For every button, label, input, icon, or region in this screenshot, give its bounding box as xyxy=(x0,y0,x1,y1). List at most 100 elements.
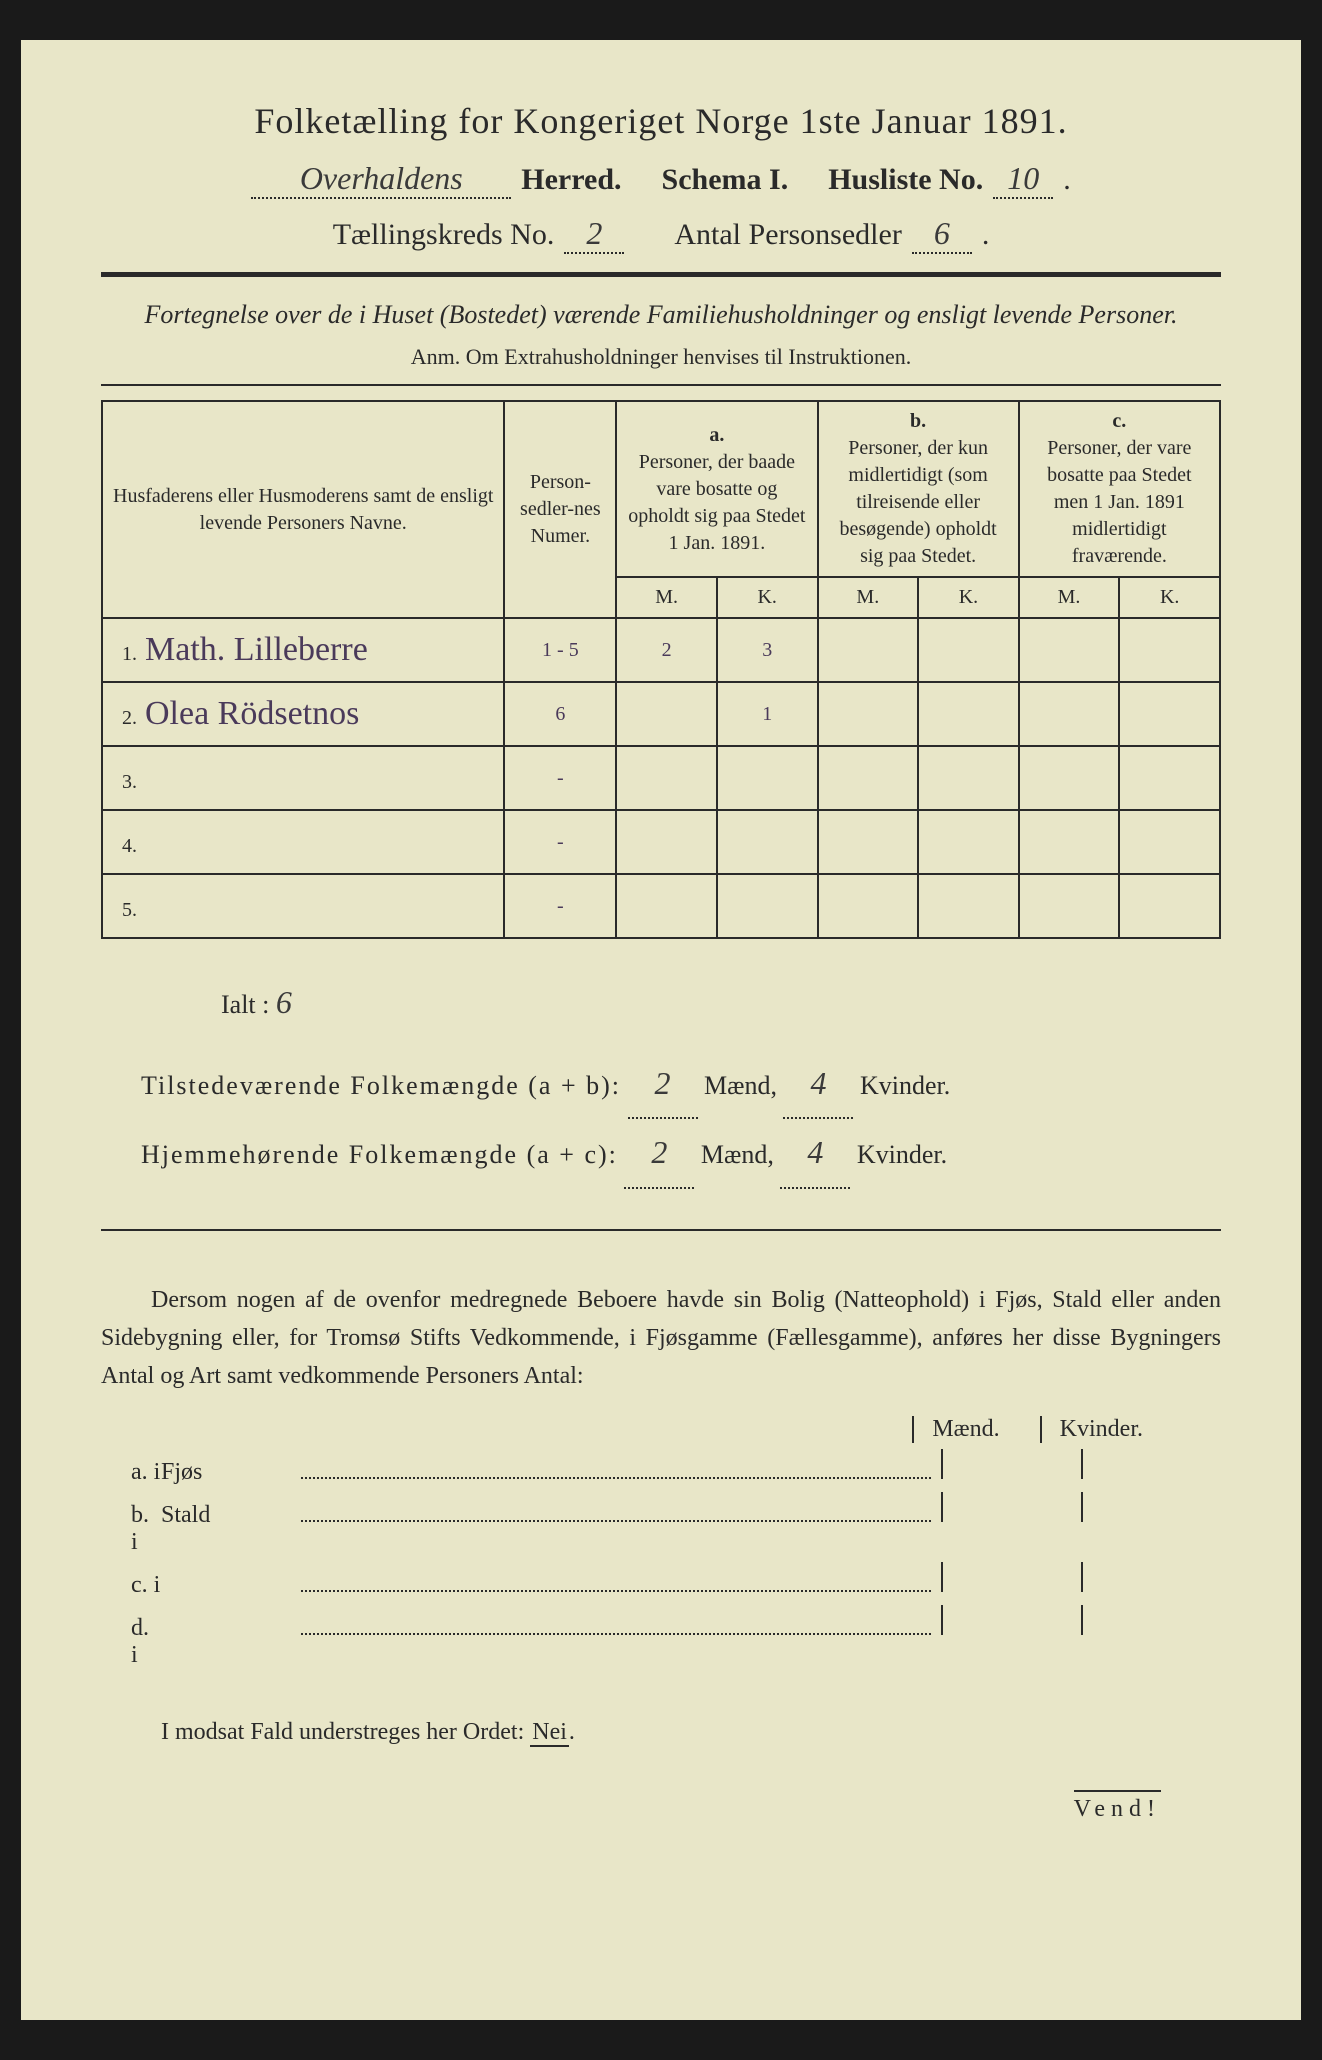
period: . xyxy=(982,218,990,252)
col-header-number: Person-sedler-nes Numer. xyxy=(504,401,616,618)
cell-c-k xyxy=(1119,874,1220,938)
building-mk-header: Mænd. Kvinder. xyxy=(101,1416,1221,1443)
women-label: Kvinder. xyxy=(857,1140,947,1169)
herred-value: Overhaldens xyxy=(251,160,511,199)
building-row: a. iFjøs xyxy=(101,1449,1221,1486)
household-table: Husfaderens eller Husmoderens samt de en… xyxy=(101,400,1221,939)
table-row: 5.- xyxy=(102,874,1220,938)
cell-c-m xyxy=(1019,618,1120,682)
personsedler-num: - xyxy=(504,746,616,810)
cell-c-k xyxy=(1119,810,1220,874)
col-c-m: M. xyxy=(1019,577,1120,618)
col-b-desc: Personer, der kun midlertidigt (som tilr… xyxy=(827,435,1010,570)
col-header-a: a. Personer, der baade vare bosatte og o… xyxy=(616,401,817,577)
bld-cells xyxy=(941,1562,1221,1592)
row-name-cell: 1. Math. Lilleberre xyxy=(102,618,504,682)
table-row: 3. - xyxy=(102,746,1220,810)
cell-a-k: 3 xyxy=(717,618,818,682)
totals-block: Ialt : 6 Tilstedeværende Folkemængde (a … xyxy=(101,969,1221,1189)
form-note: Anm. Om Extrahusholdninger henvises til … xyxy=(101,344,1221,370)
row-number: 4. xyxy=(115,835,137,858)
row-number: 2. xyxy=(115,707,137,730)
personsedler-num: - xyxy=(504,874,616,938)
cell-b-m xyxy=(818,810,919,874)
col-b-m: M. xyxy=(818,577,919,618)
col-b-label: b. xyxy=(827,408,1010,435)
cell-a-m xyxy=(616,746,717,810)
cell-b-k xyxy=(918,746,1019,810)
schema-label: Schema I. xyxy=(662,163,789,197)
cell-c-k xyxy=(1119,746,1220,810)
cell-a-m xyxy=(616,682,717,746)
vend-label: Vend! xyxy=(1074,1790,1161,1822)
building-paragraph: Dersom nogen af de ovenfor medregnede Be… xyxy=(101,1281,1221,1396)
building-row: c. i xyxy=(101,1562,1221,1599)
col-c-label: c. xyxy=(1028,408,1211,435)
divider xyxy=(101,384,1221,386)
row-number: 1. xyxy=(115,643,137,666)
kreds-value: 2 xyxy=(564,215,624,254)
cell-c-m xyxy=(1019,810,1120,874)
bld-cells xyxy=(941,1492,1221,1522)
resident-women: 4 xyxy=(780,1119,850,1188)
table-row: 1.Math. Lilleberre1 - 523 xyxy=(102,618,1220,682)
cell-b-k xyxy=(918,874,1019,938)
cell-a-k xyxy=(717,810,818,874)
cell-c-m xyxy=(1019,746,1120,810)
antal-value: 6 xyxy=(912,215,972,254)
dotted-fill xyxy=(301,1455,931,1479)
present-women: 4 xyxy=(783,1050,853,1119)
col-b-k: K. xyxy=(918,577,1019,618)
col-a-label: a. xyxy=(625,422,808,449)
dotted-fill xyxy=(301,1611,931,1635)
kreds-label: Tællingskreds No. xyxy=(333,218,555,252)
cell-a-k xyxy=(717,874,818,938)
resident-men: 2 xyxy=(624,1119,694,1188)
ialt-value: 6 xyxy=(276,984,292,1020)
row-name-cell: 4. xyxy=(102,810,504,874)
nei-word: Nei xyxy=(530,1719,569,1747)
cell-c-k xyxy=(1119,682,1220,746)
resident-label: Hjemmehørende Folkemængde (a + c): xyxy=(141,1140,618,1169)
cell-c-m xyxy=(1019,682,1120,746)
household-name: Math. Lilleberre xyxy=(145,631,368,668)
cell-a-m xyxy=(616,810,717,874)
cell-c-m xyxy=(1019,874,1120,938)
cell-c-k xyxy=(1119,618,1220,682)
cell-b-k xyxy=(918,682,1019,746)
building-table: Mænd. Kvinder. a. iFjøsb. iStaldc. id. i xyxy=(101,1416,1221,1669)
building-row: b. iStald xyxy=(101,1492,1221,1556)
header-line-2: Tællingskreds No. 2 Antal Personsedler 6… xyxy=(101,215,1221,254)
form-subtitle: Fortegnelse over de i Huset (Bostedet) v… xyxy=(101,295,1221,334)
bld-men-label: Mænd. xyxy=(912,1416,999,1443)
cell-b-m xyxy=(818,746,919,810)
col-a-m: M. xyxy=(616,577,717,618)
dotted-fill xyxy=(301,1498,931,1522)
col-header-name: Husfaderens eller Husmoderens samt de en… xyxy=(102,401,504,618)
period: . xyxy=(1063,163,1071,197)
row-name-cell: 5. xyxy=(102,874,504,938)
col-c-k: K. xyxy=(1119,577,1220,618)
ialt-label: Ialt : xyxy=(221,990,269,1019)
header-line-1: Overhaldens Herred. Schema I. Husliste N… xyxy=(101,160,1221,199)
cell-b-k xyxy=(918,618,1019,682)
present-label: Tilstedeværende Folkemængde (a + b): xyxy=(141,1071,621,1100)
cell-a-k: 1 xyxy=(717,682,818,746)
cell-b-k xyxy=(918,810,1019,874)
nei-line: I modsat Fald understreges her Ordet: Ne… xyxy=(101,1719,1221,1746)
cell-a-k xyxy=(717,746,818,810)
cell-b-m xyxy=(818,874,919,938)
cell-b-m xyxy=(818,682,919,746)
husliste-label: Husliste No. xyxy=(828,163,983,197)
personsedler-num: - xyxy=(504,810,616,874)
bld-row-label: b. i xyxy=(101,1502,161,1556)
husliste-value: 10 xyxy=(993,160,1053,199)
row-name-cell: 2.Olea Rödsetnos xyxy=(102,682,504,746)
col-header-c: c. Personer, der vare bosatte paa Stedet… xyxy=(1019,401,1220,577)
nei-prefix: I modsat Fald understreges her Ordet: xyxy=(161,1719,530,1745)
women-label: Kvinder. xyxy=(860,1071,950,1100)
table-row: 4. - xyxy=(102,810,1220,874)
bld-row-type: Fjøs xyxy=(161,1459,301,1486)
row-number: 3. xyxy=(115,771,137,794)
dotted-fill xyxy=(301,1568,931,1592)
